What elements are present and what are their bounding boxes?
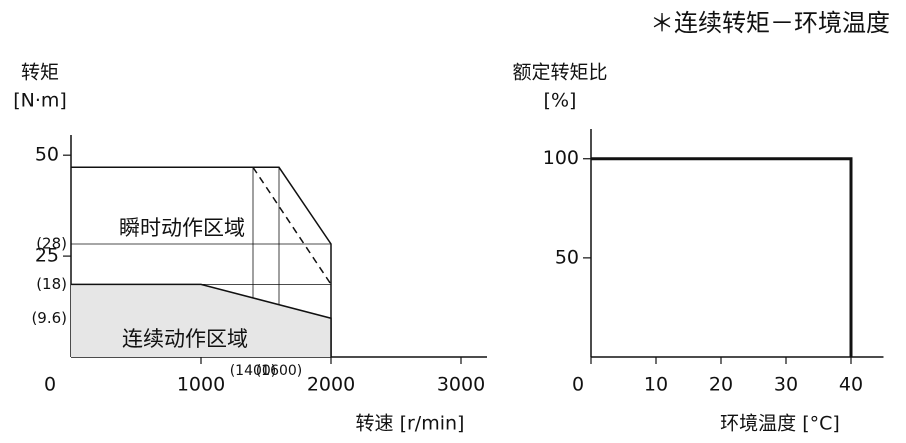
x-tick-label: 0 — [44, 374, 56, 396]
x-tick-label: 30 — [774, 374, 798, 396]
x-tick-label: 40 — [839, 374, 863, 396]
y-tick-label: 25 — [35, 245, 59, 267]
series-line — [71, 166, 332, 357]
x-tick-label: 20 — [709, 374, 733, 396]
y-axis-label: 额定转矩比 — [512, 62, 607, 84]
y-tick-label: 50 — [555, 246, 579, 268]
y-axis-label: [%] — [544, 90, 577, 112]
series-line — [591, 157, 853, 357]
x-tick-label: 2000 — [307, 374, 355, 396]
y-tick-label: (9.6) — [31, 309, 67, 327]
y-tick-label: 100 — [543, 147, 579, 169]
region-fill — [71, 284, 331, 357]
x-axis-label: 环境温度 [°C] — [720, 413, 840, 435]
y-tick-label: (18) — [36, 275, 67, 293]
y-tick-label: 50 — [35, 144, 59, 166]
x-axis-label: 转速 [r/min] — [356, 413, 465, 435]
x-tick-label: 10 — [644, 374, 668, 396]
y-axis-label: [N·m] — [13, 90, 67, 112]
region-label: 瞬时动作区域 — [119, 216, 245, 240]
x-tick-label: 0 — [572, 374, 584, 396]
y-tick-label: (28) — [36, 234, 67, 252]
x-tick-label: 3000 — [437, 374, 485, 396]
x-tick-label: (1400) — [230, 363, 277, 379]
series-line — [71, 283, 332, 357]
y-axis-label: 转矩 — [21, 62, 59, 84]
header: ＊连续转矩－环境温度 — [650, 9, 890, 37]
x-tick-label: 1000 — [177, 374, 225, 396]
x-tick-label: (1600) — [256, 363, 303, 379]
region-label: 连续动作区域 — [122, 327, 248, 351]
